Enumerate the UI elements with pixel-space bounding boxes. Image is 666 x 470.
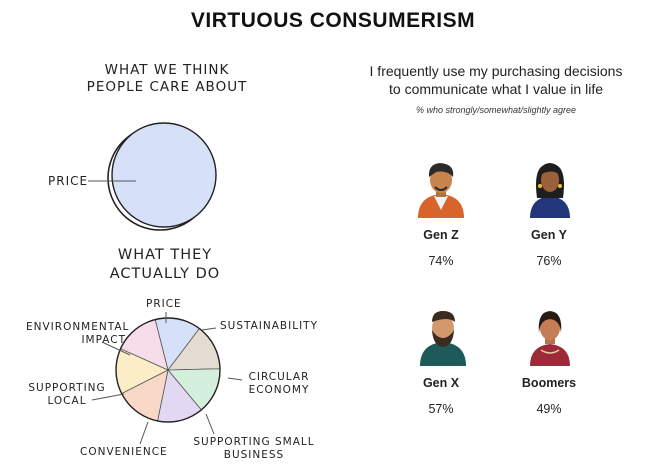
actual-pie-label-price: PRICE	[146, 298, 182, 310]
actual-pie-label-convenience: CONVENIENCE	[80, 446, 168, 458]
think-pie-chart	[107, 122, 217, 231]
actual-heading-line-1: WHAT THEY	[117, 247, 213, 263]
gen-z-value: 74%	[428, 254, 454, 268]
survey-subtitle: % who strongly/somewhat/slightly agree	[415, 105, 577, 115]
gen-z-avatar	[418, 163, 464, 218]
leader-line-circular	[227, 377, 243, 381]
page-title: VIRTUOUS CONSUMERISM	[190, 9, 476, 32]
think-pie-outline	[111, 122, 217, 228]
leader-line-convenience	[139, 421, 149, 445]
actual-heading-line-2: ACTUALLY DO	[109, 266, 221, 282]
actual-pie-label-supporting-local: SUPPORTING LOCAL	[28, 382, 106, 407]
gen-x-name: Gen X	[422, 376, 460, 390]
actual-heading: WHAT THEY ACTUALLY DO	[60, 246, 270, 284]
leader-line-environmental	[101, 341, 131, 356]
leader-line-local	[91, 393, 125, 401]
survey-question-line-2: to communicate what I value in life	[389, 81, 603, 97]
leader-line-sustainability	[201, 327, 217, 331]
actual-pie-label-circular-economy: CIRCULAR ECONOMY	[248, 371, 310, 396]
gen-z-name: Gen Z	[423, 228, 459, 242]
gen-y-name: Gen Y	[531, 228, 567, 242]
think-heading-line-1: WHAT WE THINK	[104, 62, 230, 78]
boomers-name: Boomers	[521, 376, 577, 390]
leader-line-small-business	[205, 413, 215, 435]
think-pie-label-price: PRICE	[48, 174, 89, 188]
think-heading-line-2: PEOPLE CARE ABOUT	[86, 79, 248, 95]
gen-y-avatar	[530, 163, 570, 218]
actual-pie-outline	[115, 317, 221, 423]
actual-pie-label-environmental-impact: ENVIRONMENTAL IMPACT	[26, 321, 130, 346]
gen-x-value: 57%	[428, 402, 454, 416]
boomers-value: 49%	[536, 402, 562, 416]
gen-y-value: 76%	[536, 254, 562, 268]
actual-pie-label-sustainability: SUSTAINABILITY	[220, 320, 319, 332]
think-heading: WHAT WE THINK PEOPLE CARE ABOUT	[62, 62, 272, 96]
actual-pie-chart	[115, 317, 221, 423]
boomers-avatar	[530, 311, 570, 366]
survey-question-line-1: I frequently use my purchasing decisions	[369, 63, 623, 79]
gen-x-avatar	[420, 311, 466, 366]
actual-pie-label-supporting-small-business: SUPPORTING SMALL BUSINESS	[193, 436, 315, 461]
leader-lines	[88, 180, 243, 445]
